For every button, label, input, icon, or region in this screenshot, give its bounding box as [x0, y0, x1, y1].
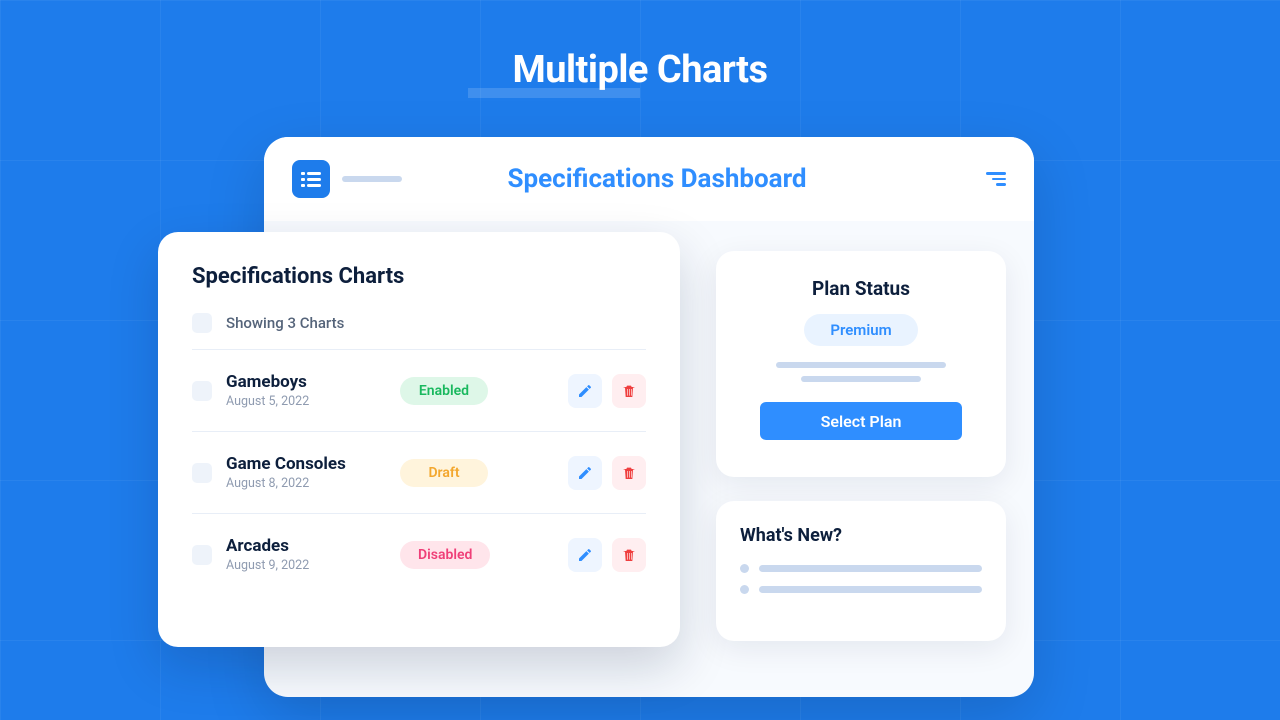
plan-placeholder-line — [801, 376, 921, 382]
dashboard-title: Specifications Dashboard — [332, 164, 982, 194]
charts-panel-title: Specifications Charts — [192, 264, 646, 289]
row-checkbox[interactable] — [192, 381, 212, 401]
bullet-icon — [740, 585, 749, 594]
chart-name: Gameboys — [226, 372, 386, 392]
bullet-icon — [740, 564, 749, 573]
news-item — [740, 564, 982, 573]
app-logo-icon[interactable] — [292, 160, 330, 198]
plan-status-title: Plan Status — [812, 277, 910, 300]
select-all-checkbox[interactable] — [192, 313, 212, 333]
status-pill: Enabled — [400, 377, 488, 405]
edit-button[interactable] — [568, 374, 602, 408]
chart-info: Game Consoles August 8, 2022 — [226, 454, 386, 491]
chart-date: August 8, 2022 — [226, 476, 386, 491]
edit-button[interactable] — [568, 456, 602, 490]
select-plan-button[interactable]: Select Plan — [760, 402, 962, 440]
whats-new-panel: What's New? — [716, 501, 1006, 641]
trash-icon — [621, 547, 637, 563]
chart-info: Arcades August 9, 2022 — [226, 536, 386, 573]
pencil-icon — [577, 383, 593, 399]
status-pill: Disabled — [400, 541, 490, 569]
news-placeholder-line — [759, 586, 982, 593]
plan-status-panel: Plan Status Premium Select Plan — [716, 251, 1006, 477]
trash-icon — [621, 465, 637, 481]
chart-name: Arcades — [226, 536, 386, 556]
chart-row: Gameboys August 5, 2022 Enabled — [192, 350, 646, 432]
chart-row: Arcades August 9, 2022 Disabled — [192, 514, 646, 595]
chart-name: Game Consoles — [226, 454, 386, 474]
pencil-icon — [577, 547, 593, 563]
news-placeholder-line — [759, 565, 982, 572]
whats-new-title: What's New? — [740, 525, 982, 546]
charts-panel: Specifications Charts Showing 3 Charts G… — [158, 232, 680, 647]
pencil-icon — [577, 465, 593, 481]
dashboard-header: Specifications Dashboard — [264, 137, 1034, 221]
status-pill: Draft — [400, 459, 488, 487]
delete-button[interactable] — [612, 456, 646, 490]
row-checkbox[interactable] — [192, 545, 212, 565]
edit-button[interactable] — [568, 538, 602, 572]
chart-date: August 9, 2022 — [226, 558, 386, 573]
page-title: Multiple Charts — [512, 48, 767, 92]
chart-row: Game Consoles August 8, 2022 Draft — [192, 432, 646, 514]
charts-summary-row: Showing 3 Charts — [192, 313, 646, 350]
menu-icon[interactable] — [982, 172, 1006, 186]
news-item — [740, 585, 982, 594]
plan-badge: Premium — [804, 314, 917, 346]
plan-placeholder-line — [776, 362, 946, 368]
delete-button[interactable] — [612, 538, 646, 572]
chart-date: August 5, 2022 — [226, 394, 386, 409]
chart-info: Gameboys August 5, 2022 — [226, 372, 386, 409]
delete-button[interactable] — [612, 374, 646, 408]
trash-icon — [621, 383, 637, 399]
charts-count-text: Showing 3 Charts — [226, 314, 344, 332]
row-checkbox[interactable] — [192, 463, 212, 483]
